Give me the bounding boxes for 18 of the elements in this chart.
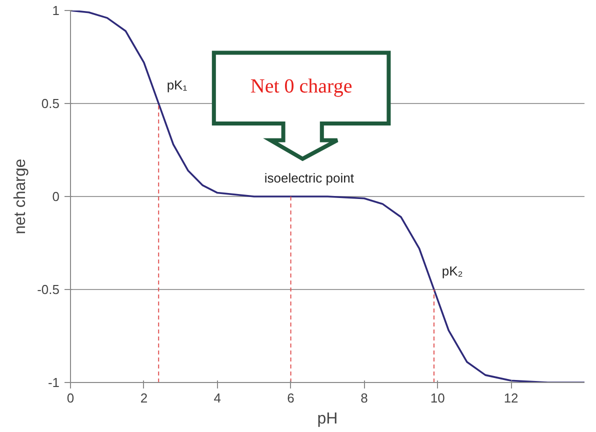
x-tick-label: 6 xyxy=(287,390,294,406)
y-tick-label: -0.5 xyxy=(37,282,60,297)
y-tick-label: -1 xyxy=(48,375,60,390)
x-tick-label: 10 xyxy=(430,390,445,406)
annotation: Net 0 charge xyxy=(250,76,352,98)
x-tick-label: 4 xyxy=(214,390,221,406)
ref-line-label: isoelectric point xyxy=(264,170,354,186)
ref-line-label: pK₂ xyxy=(442,263,463,278)
x-tick-label: 2 xyxy=(140,390,148,406)
x-tick-label: 8 xyxy=(360,390,368,406)
y-axis-title: net charge xyxy=(12,158,30,234)
x-tick-label: 0 xyxy=(66,390,74,406)
x-tick-label: 12 xyxy=(504,390,518,406)
y-tick-label: 0 xyxy=(52,189,60,204)
ref-line-label: pK₁ xyxy=(166,77,188,92)
y-tick-label: 1 xyxy=(52,3,60,18)
x-axis-title: pH xyxy=(317,410,338,428)
y-tick-label: 0.5 xyxy=(41,96,60,111)
